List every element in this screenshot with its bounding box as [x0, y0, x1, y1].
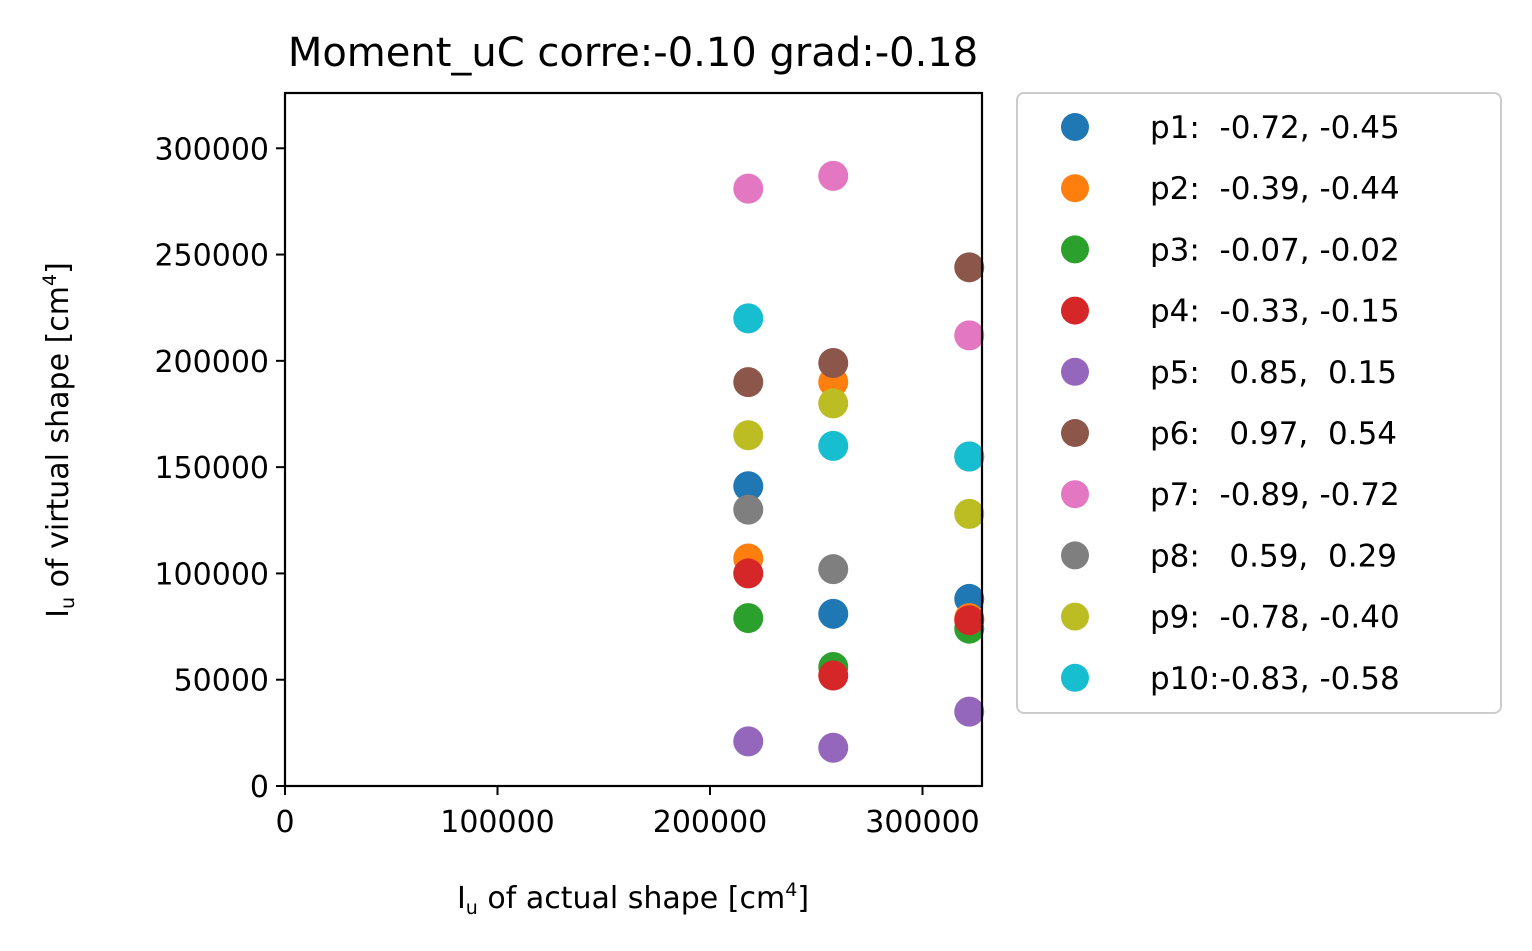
- y-tick-label: 0: [250, 770, 269, 805]
- data-point-p7: [954, 320, 985, 351]
- legend-marker-p1: [1061, 113, 1089, 141]
- legend-marker-p3: [1061, 235, 1089, 264]
- legend-label-p9: p9: -0.78, -0.40: [1150, 600, 1400, 636]
- data-point-p7: [733, 173, 764, 204]
- legend-marker-p8: [1061, 541, 1089, 570]
- legend: p1: -0.72, -0.45 p2: -0.39, -0.44 p3: -0.0…: [1016, 92, 1502, 714]
- y-axis-label-text: of virtual shape [cm: [41, 286, 76, 597]
- y-tick-label: 300000: [154, 132, 269, 167]
- data-point-p6: [733, 367, 764, 398]
- legend-marker-p2: [1061, 174, 1089, 203]
- legend-marker-p9: [1061, 602, 1089, 631]
- data-point-p1: [818, 598, 849, 629]
- data-point-p8: [818, 554, 849, 585]
- legend-marker-p4: [1061, 296, 1089, 325]
- y-tick-label: 150000: [154, 451, 269, 486]
- legend-label-p10: p10:-0.83, -0.58: [1150, 661, 1400, 697]
- legend-marker-p10: [1061, 663, 1089, 692]
- y-tick-label: 250000: [154, 239, 269, 274]
- data-points: [733, 160, 985, 763]
- legend-marker-p7: [1061, 480, 1089, 509]
- data-point-p8: [733, 494, 764, 525]
- data-point-p10: [733, 303, 764, 334]
- legend-label-p2: p2: -0.39, -0.44: [1150, 171, 1400, 207]
- y-axis-label-end: ]: [41, 262, 76, 274]
- y-tick-label: 50000: [174, 664, 269, 699]
- x-tick-label: 200000: [653, 805, 768, 840]
- legend-label-p6: p6: 0.97, 0.54: [1150, 416, 1397, 452]
- legend-label-p4: p4: -0.33, -0.15: [1150, 294, 1400, 330]
- data-point-p1: [733, 471, 764, 502]
- y-axis-label-symbol: I: [41, 609, 76, 618]
- x-tick-label: 100000: [440, 805, 555, 840]
- data-point-p9: [954, 498, 985, 529]
- data-point-p7: [818, 160, 849, 191]
- chart-title: Moment_uC corre:-0.10 grad:-0.18: [288, 30, 978, 76]
- x-axis-label-subscript: u: [466, 897, 478, 919]
- legend-marker-p5: [1061, 357, 1089, 386]
- legend-label-p7: p7: -0.89, -0.72: [1150, 477, 1400, 513]
- x-axis-label-symbol: I: [457, 881, 466, 916]
- data-point-p10: [818, 430, 849, 461]
- y-axis-label: Iu of virtual shape [cm4]: [39, 262, 79, 618]
- data-point-p3: [733, 603, 764, 634]
- x-tick-label: 300000: [865, 805, 980, 840]
- legend-label-p8: p8: 0.59, 0.29: [1150, 538, 1397, 574]
- y-axis-label-superscript: 4: [39, 274, 61, 286]
- x-axis-label: Iu of actual shape [cm4]: [457, 879, 809, 919]
- data-point-p9: [818, 388, 849, 419]
- data-point-p5: [733, 726, 764, 757]
- y-tick-label: 200000: [154, 345, 269, 380]
- data-point-p4: [954, 605, 985, 636]
- data-point-p9: [733, 420, 764, 451]
- x-axis-label-end: ]: [797, 881, 809, 916]
- data-point-p4: [733, 558, 764, 589]
- plot-frame: [283, 91, 984, 788]
- data-point-p6: [818, 347, 849, 378]
- x-axis-label-superscript: 4: [785, 879, 797, 901]
- legend-label-p1: p1: -0.72, -0.45: [1150, 110, 1400, 146]
- data-point-p6: [954, 252, 985, 283]
- x-tick-label: 0: [275, 805, 294, 840]
- data-point-p5: [954, 696, 985, 727]
- y-axis-ticks: 0 50000 100000 150000 200000 250000 300000: [154, 132, 285, 805]
- data-point-p5: [818, 732, 849, 763]
- x-axis-ticks: 0 100000 200000 300000: [275, 786, 980, 840]
- data-point-p10: [954, 441, 985, 472]
- y-tick-label: 100000: [154, 557, 269, 592]
- legend-box: [1016, 92, 1502, 714]
- y-axis-label-subscript: u: [57, 597, 79, 609]
- data-point-p4: [818, 660, 849, 691]
- x-axis-label-text: of actual shape [cm: [478, 881, 785, 916]
- legend-marker-p6: [1061, 419, 1089, 447]
- legend-label-p5: p5: 0.85, 0.15: [1150, 355, 1397, 391]
- legend-label-p3: p3: -0.07, -0.02: [1150, 232, 1400, 268]
